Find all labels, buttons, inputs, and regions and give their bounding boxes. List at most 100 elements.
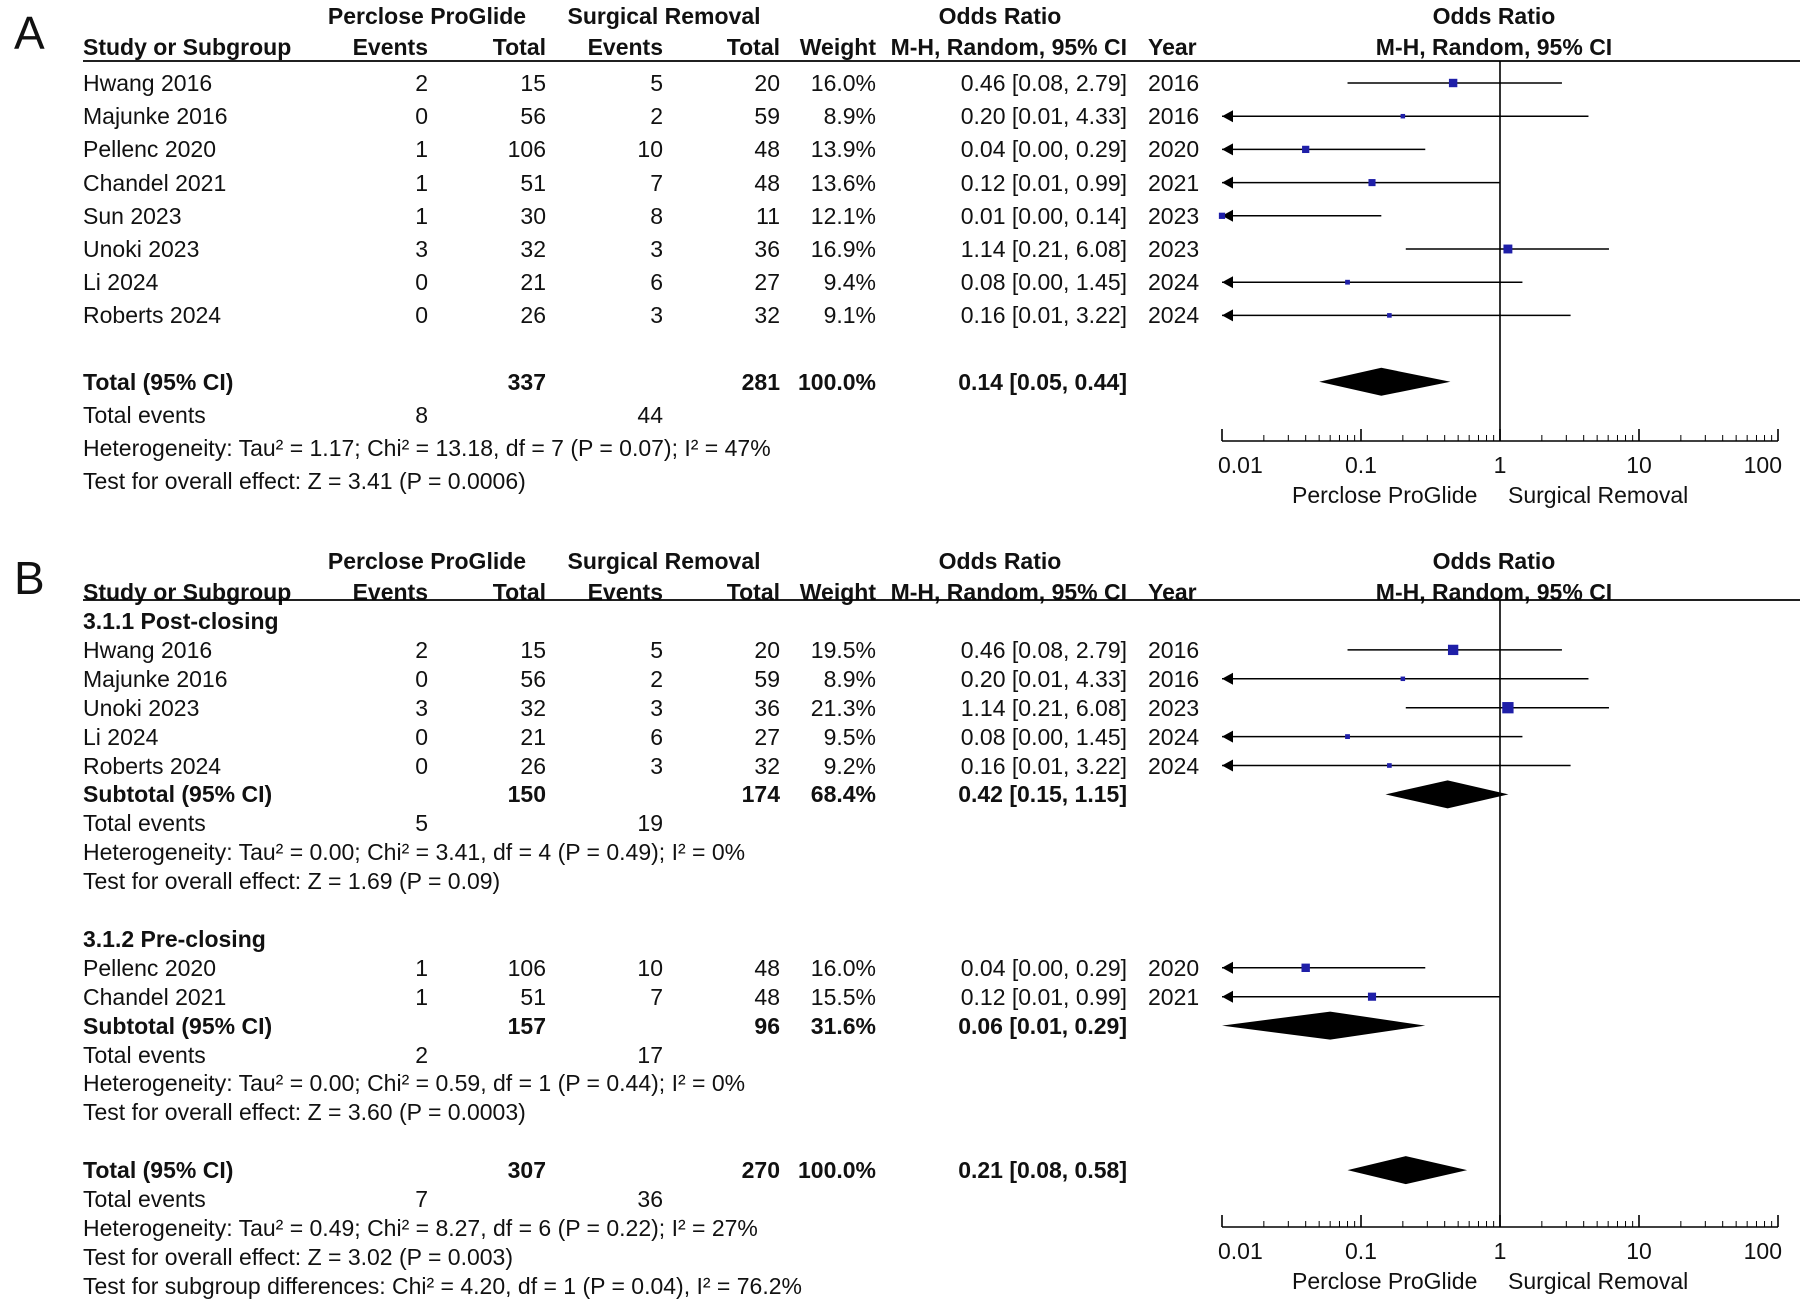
study-name: Pellenc 2020 [83, 954, 216, 981]
subgroup-heading: 3.1.1 Post-closing [83, 608, 279, 634]
study-header: Study or Subgroup [83, 579, 292, 605]
events1-cell: 2 [415, 636, 428, 663]
study-marker [1400, 676, 1406, 682]
favours-right-label: Surgical Removal [1508, 1268, 1689, 1294]
method-header: M-H, Random, 95% CI [890, 34, 1127, 60]
or-ci-cell: 0.06 [0.01, 0.29] [958, 1012, 1127, 1039]
total1-cell: 307 [507, 1157, 546, 1184]
total2-cell: 48 [754, 136, 780, 163]
total-events-label: Total events [83, 402, 206, 428]
year-cell: 2021 [1148, 983, 1200, 1010]
favours-left-label: Perclose ProGlide [1292, 482, 1478, 508]
study-name: Chandel 2021 [83, 983, 227, 1010]
total2-cell: 36 [754, 694, 780, 721]
total1-cell: 337 [507, 368, 546, 395]
axis-tick-label: 100 [1743, 452, 1782, 478]
total1-header: Total [492, 34, 546, 60]
total2-cell: 59 [754, 103, 780, 130]
events2-cell: 7 [650, 169, 663, 196]
study-marker [1387, 763, 1392, 768]
axis-tick-label: 0.1 [1345, 452, 1377, 478]
plot-method-header: M-H, Random, 95% CI [1375, 579, 1613, 605]
weight-cell: 16.0% [810, 70, 876, 96]
events2-cell: 5 [650, 70, 663, 96]
or-ci-cell: 0.20 [0.01, 4.33] [960, 665, 1127, 692]
events2-cell: 6 [650, 723, 663, 750]
total2-cell: 48 [754, 954, 780, 981]
events1-cell: 3 [415, 694, 428, 721]
year-cell: 2021 [1148, 169, 1200, 196]
or-ci-cell: 0.04 [0.00, 0.29] [960, 136, 1127, 163]
total2-header: Total [726, 579, 780, 605]
total-label: Total (95% CI) [83, 368, 234, 395]
total-events-label: Total events [83, 1041, 206, 1068]
stat-text: Test for overall effect: Z = 3.60 (P = 0… [83, 1099, 526, 1126]
year-cell: 2020 [1148, 136, 1200, 163]
year-header: Year [1148, 34, 1197, 60]
events2-cell: 3 [650, 236, 663, 262]
total-events1: 2 [415, 1041, 428, 1068]
total1-header: Total [492, 579, 546, 605]
total-events2: 36 [637, 1186, 663, 1212]
events2-cell: 5 [650, 636, 663, 663]
weight-cell: 31.6% [810, 1012, 876, 1039]
events2-header: Events [587, 34, 663, 60]
axis-tick-label: 1 [1493, 452, 1507, 478]
total2-cell: 36 [754, 236, 780, 262]
or-ci-cell: 0.08 [0.00, 1.45] [960, 269, 1127, 296]
or-ci-cell: 0.04 [0.00, 0.29] [960, 954, 1127, 981]
total-events1: 7 [415, 1186, 428, 1212]
total1-cell: 21 [520, 723, 546, 750]
or-ci-cell: 0.12 [0.01, 0.99] [960, 169, 1127, 196]
ci-arrow [1222, 961, 1233, 974]
events1-cell: 1 [415, 202, 428, 229]
events1-cell: 1 [415, 983, 428, 1010]
events1-cell: 0 [415, 665, 428, 692]
or-ci-cell: 0.20 [0.01, 4.33] [960, 103, 1127, 130]
events2-cell: 3 [650, 302, 663, 329]
favours-left-label: Perclose ProGlide [1292, 1268, 1478, 1294]
study-marker [1345, 734, 1350, 740]
ci-arrow [1222, 143, 1233, 156]
events1-cell: 0 [415, 752, 428, 779]
events2-cell: 10 [637, 954, 663, 981]
total2-cell: 27 [754, 723, 780, 750]
weight-cell: 13.9% [810, 136, 876, 163]
study-marker [1345, 279, 1350, 285]
total2-cell: 32 [754, 302, 780, 329]
or-ci-cell: 0.46 [0.08, 2.79] [960, 636, 1127, 663]
study-name: Hwang 2016 [83, 636, 213, 663]
or-ci-cell: 0.16 [0.01, 3.22] [960, 302, 1127, 329]
total1-cell: 56 [520, 103, 546, 130]
events1-cell: 0 [415, 302, 428, 329]
ci-arrow [1222, 309, 1233, 322]
weight-cell: 19.5% [810, 636, 876, 663]
ci-arrow [1222, 672, 1233, 685]
stat-text: Test for overall effect: Z = 3.02 (P = 0… [83, 1243, 513, 1270]
axis-tick-label: 100 [1743, 1238, 1782, 1264]
axis-tick-label: 10 [1626, 452, 1652, 478]
total-events1: 8 [415, 402, 428, 428]
total1-cell: 21 [520, 269, 546, 296]
stat-text: Test for subgroup differences: Chi² = 4.… [83, 1272, 802, 1299]
stat-text: Heterogeneity: Tau² = 0.49; Chi² = 8.27,… [83, 1214, 758, 1241]
panel-label: A [14, 7, 45, 59]
study-marker [1400, 113, 1406, 119]
or-ci-cell: 1.14 [0.21, 6.08] [960, 236, 1127, 262]
or-ci-cell: 0.42 [0.15, 1.15] [958, 781, 1127, 808]
axis-tick-label: 1 [1493, 1238, 1507, 1264]
ci-arrow [1222, 176, 1233, 189]
ci-arrow [1222, 209, 1233, 222]
method-header: M-H, Random, 95% CI [890, 579, 1127, 605]
ci-arrow [1222, 110, 1233, 123]
study-marker [1502, 702, 1514, 714]
weight-cell: 9.1% [823, 302, 876, 329]
group2-header: Surgical Removal [567, 548, 761, 574]
events1-cell: 3 [415, 236, 428, 262]
total2-cell: 11 [756, 202, 780, 229]
study-marker [1447, 644, 1459, 656]
study-name: Li 2024 [83, 723, 159, 750]
total1-cell: 157 [507, 1012, 546, 1039]
or-ci-cell: 0.46 [0.08, 2.79] [960, 70, 1127, 96]
